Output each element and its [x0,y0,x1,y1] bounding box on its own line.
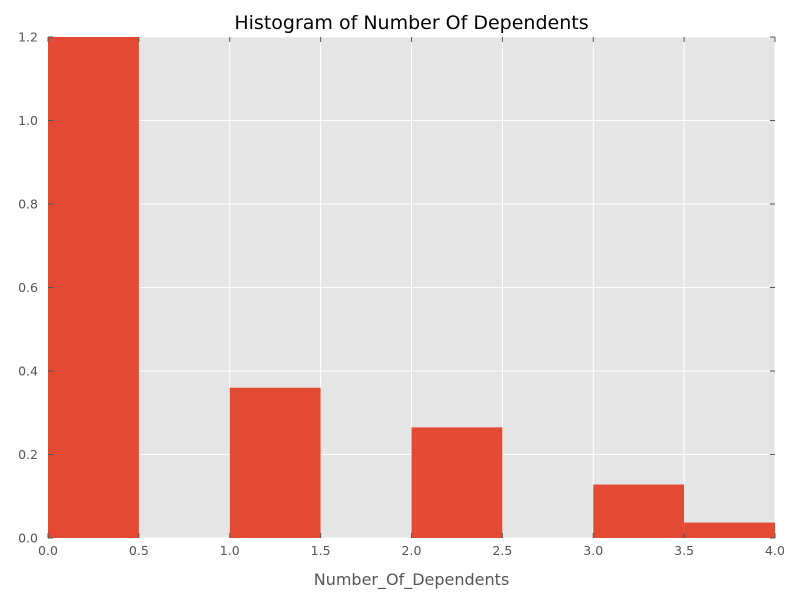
x-tick-label: 2.0 [402,543,422,558]
x-tick-label: 2.5 [492,543,512,558]
y-tick-label: 0.8 [18,197,38,212]
x-tick-label: 0.5 [129,543,149,558]
histogram-bars [48,37,775,538]
y-tick-label: 0.2 [18,447,38,462]
histogram-bar [411,427,503,538]
x-tick-label: 1.5 [311,543,331,558]
chart-title: Histogram of Number Of Dependents [234,12,588,34]
x-tick-label: 3.0 [583,543,603,558]
histogram-bar [229,387,321,538]
y-tick-label: 1.2 [18,30,38,45]
axis-ticks: 0.0 0.5 1.0 1.5 2.0 2.5 3.0 3.5 4.0 0.0 0.2 0.4 0.6 0… [18,30,785,559]
x-tick-label: 0.0 [38,543,58,558]
x-axis-label: Number_Of_Dependents [314,570,510,590]
histogram-bar [593,484,685,538]
x-tick-label: 3.5 [674,543,694,558]
y-tick-label: 1.0 [18,113,38,128]
x-tick-label: 1.0 [220,543,240,558]
histogram-bar [684,522,775,538]
y-tick-label: 0.0 [18,531,38,546]
y-tick-label: 0.4 [18,364,38,379]
y-tick-label: 0.6 [18,280,38,295]
histogram-bar [48,37,139,538]
x-tick-label: 4.0 [765,543,785,558]
